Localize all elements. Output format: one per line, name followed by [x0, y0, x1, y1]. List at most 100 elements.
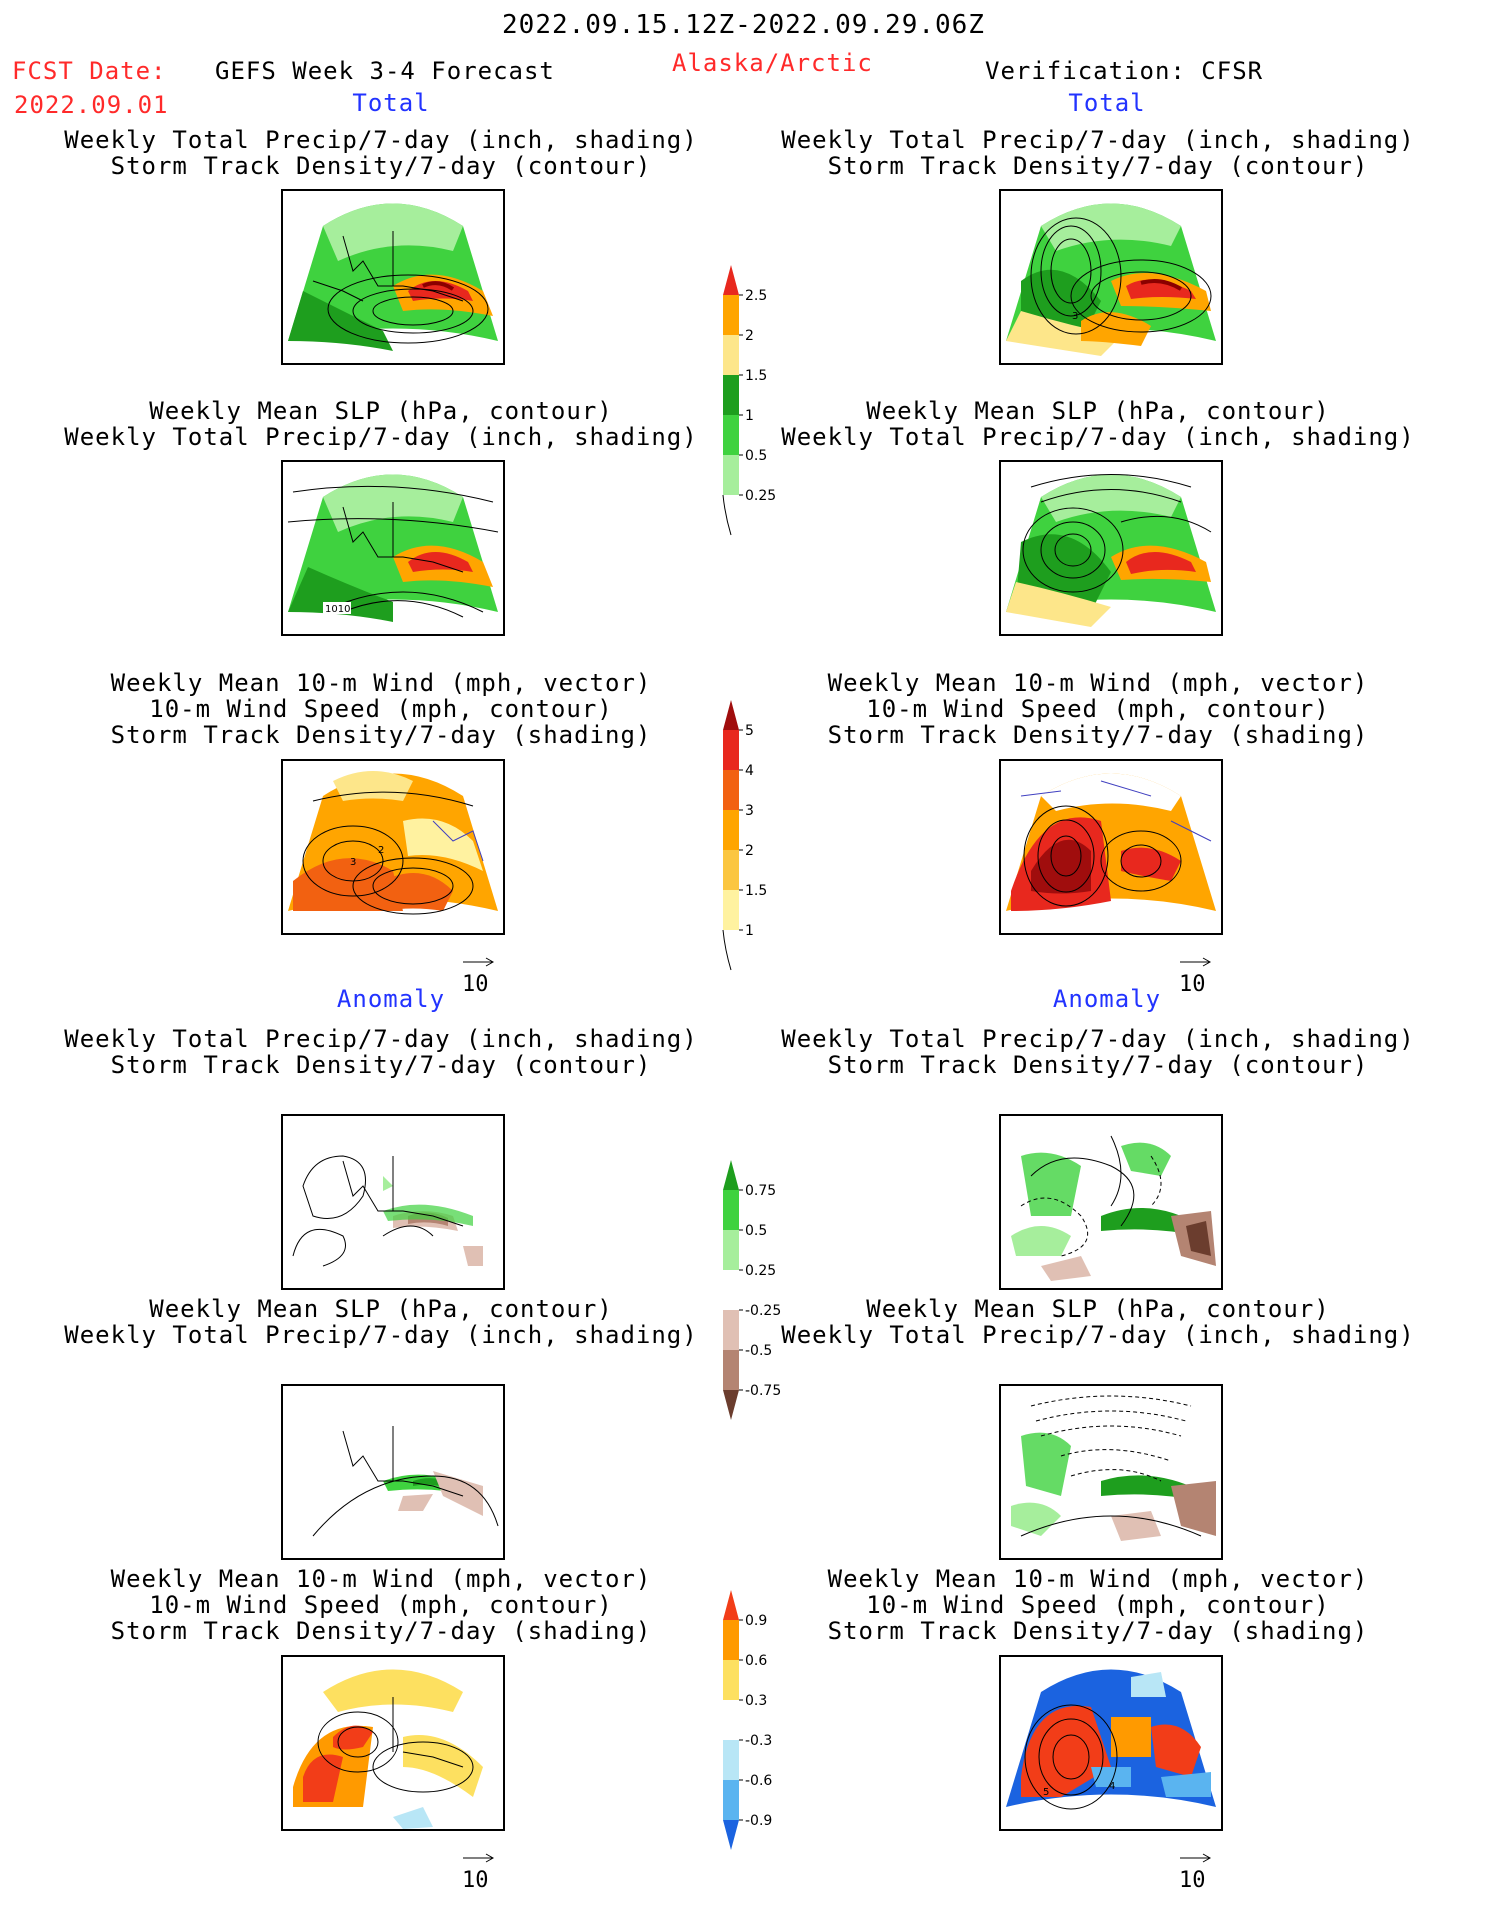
precip-total-tick-label: 2.5: [745, 288, 767, 304]
track-anom-segment: [723, 1780, 739, 1820]
map-fcst-precip-total: [281, 189, 505, 365]
precip-total-segment: [723, 295, 739, 335]
map-fcst-wind-anom: [281, 1655, 505, 1831]
title-fcst-anom-slp-1: Weekly Mean SLP (hPa, contour): [149, 1295, 613, 1323]
track-total-segment: [723, 850, 739, 890]
date-range-title: 2022.09.15.12Z-2022.09.29.06Z: [502, 10, 985, 40]
title-cfsr-wind-2: 10-m Wind Speed (mph, contour): [866, 695, 1330, 723]
title-cfsr-wind-3: Storm Track Density/7-day (shading): [827, 721, 1369, 749]
precip-anom-tick-label: -0.75: [745, 1383, 781, 1399]
fcst-date-value: 2022.09.01: [14, 91, 169, 119]
precip-anom-bottom-tip: [723, 1390, 739, 1420]
track-total-tick-label: 5: [745, 723, 754, 739]
title-fcst-wind-2: 10-m Wind Speed (mph, contour): [149, 695, 613, 723]
precip-anom-tick-label: 0.75: [745, 1183, 776, 1199]
map-cfsr-wind-total: [999, 759, 1223, 935]
track-total-top-tip: [723, 700, 739, 730]
precip-anom-tick-label: 0.5: [745, 1223, 767, 1239]
precip-total-tick-label: 1: [745, 408, 754, 424]
precip-total-segment: [723, 415, 739, 455]
track-anom-tick-label: 0.9: [745, 1613, 767, 1629]
title-cfsr-slp-2: Weekly Total Precip/7-day (inch, shading…: [781, 423, 1415, 451]
colorbar-precip-total: 2.5 2 1.5 1 0.5 0.25: [722, 265, 776, 536]
fcst-slp-contour-label: 1010: [325, 604, 350, 615]
section-total-left: Total: [352, 89, 430, 117]
cfsr-track-contour-label: 3: [1072, 311, 1078, 322]
vector-ref-label: 10: [1179, 1868, 1206, 1893]
title-cfsr-precip-track-2: Storm Track Density/7-day (contour): [827, 152, 1369, 180]
title-cfsr-anom-wind-3: Storm Track Density/7-day (shading): [827, 1617, 1369, 1645]
colorbar-track-total: 5 4 3 2 1.5 1: [722, 700, 767, 971]
track-total-segment: [723, 730, 739, 770]
title-cfsr-anom-wind-1: Weekly Mean 10-m Wind (mph, vector): [827, 1565, 1369, 1593]
fcst-date-label: FCST Date:: [12, 57, 167, 85]
title-fcst-anom-wind-3: Storm Track Density/7-day (shading): [110, 1617, 652, 1645]
precip-anom-segment: [723, 1350, 739, 1390]
fcst-wind-contour-label-a: 3: [350, 857, 356, 868]
map-fcst-precip-anom: [281, 1114, 505, 1290]
track-anom-segment: [723, 1620, 739, 1660]
map-fcst-slp-total: 1010: [281, 460, 505, 636]
title-fcst-anom-precip-1: Weekly Total Precip/7-day (inch, shading…: [64, 1025, 698, 1053]
title-fcst-anom-wind-1: Weekly Mean 10-m Wind (mph, vector): [110, 1565, 652, 1593]
title-fcst-anom-slp-2: Weekly Total Precip/7-day (inch, shading…: [64, 1321, 698, 1349]
precip-anom-segment: [723, 1270, 739, 1310]
track-anom-tick-label: 0.3: [745, 1693, 767, 1709]
precip-total-tick-label: 2: [745, 328, 754, 344]
title-cfsr-anom-precip-2: Storm Track Density/7-day (contour): [827, 1051, 1369, 1079]
precip-total-segment: [723, 335, 739, 375]
precip-anom-segment: [723, 1230, 739, 1270]
title-cfsr-anom-slp-1: Weekly Mean SLP (hPa, contour): [866, 1295, 1330, 1323]
track-anom-segment: [723, 1740, 739, 1780]
title-fcst-slp-1: Weekly Mean SLP (hPa, contour): [149, 397, 613, 425]
vector-ref-label: 10: [1179, 972, 1206, 997]
track-anom-tick-label: -0.3: [745, 1733, 772, 1749]
map-cfsr-wind-anom: 5 4: [999, 1655, 1223, 1831]
precip-anom-tick-label: 0.25: [745, 1263, 776, 1279]
track-anom-tick-label: -0.6: [745, 1773, 772, 1789]
title-fcst-wind-1: Weekly Mean 10-m Wind (mph, vector): [110, 669, 652, 697]
arrow-right-icon: [1180, 957, 1212, 967]
title-cfsr-anom-slp-2: Weekly Total Precip/7-day (inch, shading…: [781, 1321, 1415, 1349]
precip-anom-tick-label: -0.25: [745, 1303, 781, 1319]
track-anom-tick-label: 0.6: [745, 1653, 767, 1669]
vector-ref-cfsr-anom: 10: [1179, 1845, 1213, 1893]
track-anom-bottom-tip: [723, 1820, 739, 1850]
section-total-right: Total: [1068, 89, 1146, 117]
map-cfsr-slp-anom: [999, 1384, 1223, 1560]
precip-total-segment: [723, 455, 739, 495]
precip-total-tick-label: 0.25: [745, 488, 776, 504]
vector-ref-cfsr-total: 10: [1179, 949, 1213, 997]
track-total-tick-label: 2: [745, 843, 754, 859]
track-total-segment: [723, 770, 739, 810]
vector-ref-fcst-anom: 10: [462, 1845, 496, 1893]
colorbar-precip-anom: 0.75 0.5 0.25 -0.25 -0.5 -0.75: [723, 1160, 781, 1420]
track-anom-segment: [723, 1660, 739, 1700]
map-cfsr-precip-anom: [999, 1114, 1223, 1290]
title-fcst-precip-track-1: Weekly Total Precip/7-day (inch, shading…: [64, 126, 698, 154]
title-fcst-slp-2: Weekly Total Precip/7-day (inch, shading…: [64, 423, 698, 451]
title-fcst-anom-precip-2: Storm Track Density/7-day (contour): [110, 1051, 652, 1079]
track-total-tick-label: 3: [745, 803, 754, 819]
track-total-tick-label: 1: [745, 923, 754, 939]
precip-total-tick-label: 0.5: [745, 448, 767, 464]
fcst-wind-contour-label-b: 2: [378, 845, 384, 856]
precip-anom-segment: [723, 1310, 739, 1350]
track-anom-tick-label: -0.9: [745, 1813, 772, 1829]
track-anom-segment: [723, 1700, 739, 1740]
track-total-tick-label: 1.5: [745, 883, 767, 899]
colorbar-track-anom: 0.9 0.6 0.3 -0.3 -0.6 -0.9: [723, 1590, 772, 1850]
title-cfsr-wind-1: Weekly Mean 10-m Wind (mph, vector): [827, 669, 1369, 697]
track-total-segment: [723, 810, 739, 850]
precip-total-segment: [723, 375, 739, 415]
track-total-tick-label: 4: [745, 763, 754, 779]
cfsr-anom-wind-label-a: 5: [1043, 1787, 1049, 1798]
precip-anom-segment: [723, 1190, 739, 1230]
map-cfsr-precip-total: 3: [999, 189, 1223, 365]
precip-total-tick-label: 1.5: [745, 368, 767, 384]
verification-title: Verification: CFSR: [985, 57, 1264, 85]
arrow-right-icon: [463, 957, 495, 967]
map-fcst-wind-total: 3 2: [281, 759, 505, 935]
precip-total-bottom-tail: [722, 494, 732, 536]
title-fcst-precip-track-2: Storm Track Density/7-day (contour): [110, 152, 652, 180]
